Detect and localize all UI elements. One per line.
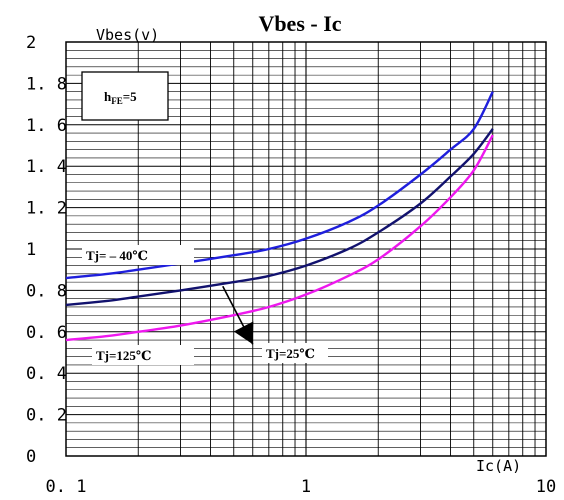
series-label-text: Tj=25℃ [266, 346, 315, 361]
y-tick-label: 0. 4 [26, 364, 67, 384]
series-label-tj-125: Tj=125℃ [92, 345, 194, 365]
y-tick-label: 0. 6 [26, 323, 67, 343]
y-tick-label: 1 [26, 240, 36, 260]
y-tick-label: 0. 2 [26, 406, 67, 426]
series-label-box [92, 345, 194, 365]
y-tick-label: 0 [26, 447, 36, 467]
series-labels: Tj= – 40℃ Tj=125℃ Tj=25℃ [82, 245, 328, 365]
plot-frame [65, 41, 547, 457]
hfe-annotation-box [81, 71, 169, 121]
series-line [65, 134, 494, 342]
callout-arrows [222, 285, 254, 345]
callout-arrow-head [233, 321, 254, 345]
y-tick-label: 1. 2 [26, 199, 67, 219]
hfe-annotation-base: h [104, 89, 112, 104]
hfe-annotation: hFE=5 [81, 71, 169, 121]
y-tick-label: 1. 8 [26, 74, 67, 94]
hfe-annotation-text: hFE=5 [104, 89, 137, 106]
x-tick-labels: 0. 1 1 10 [46, 477, 557, 497]
chart-title: Vbes - Ic [258, 11, 341, 36]
series-line [65, 128, 494, 307]
hfe-annotation-sub: FE [111, 96, 123, 106]
y-tick-label: 2 [26, 33, 36, 53]
x-tick-label: 1 [301, 477, 311, 497]
series-label-box [82, 245, 194, 265]
y-axis-label: Vbes(v) [96, 26, 159, 44]
series-label-box [262, 343, 328, 363]
series-line [65, 91, 494, 280]
series-label-tj-25: Tj=25℃ [262, 343, 328, 363]
series-label-text: Tj=125℃ [96, 348, 152, 363]
x-axis-label: Ic(A) [476, 457, 521, 475]
hfe-annotation-rest: =5 [123, 89, 137, 104]
x-tick-label: 0. 1 [46, 477, 87, 497]
y-tick-labels: 0 0. 2 0. 4 0. 6 0. 8 1 1. 2 1. 4 1. 6 1. 8 2 [26, 33, 67, 467]
y-tick-label: 0. 8 [26, 281, 67, 301]
x-tick-label: 10 [536, 477, 556, 497]
series-label-tj-minus40: Tj= – 40℃ [82, 245, 194, 265]
series-layer [65, 91, 494, 342]
y-tick-label: 1. 6 [26, 116, 67, 136]
series-label-text: Tj= – 40℃ [86, 248, 148, 263]
y-tick-label: 1. 4 [26, 157, 67, 177]
